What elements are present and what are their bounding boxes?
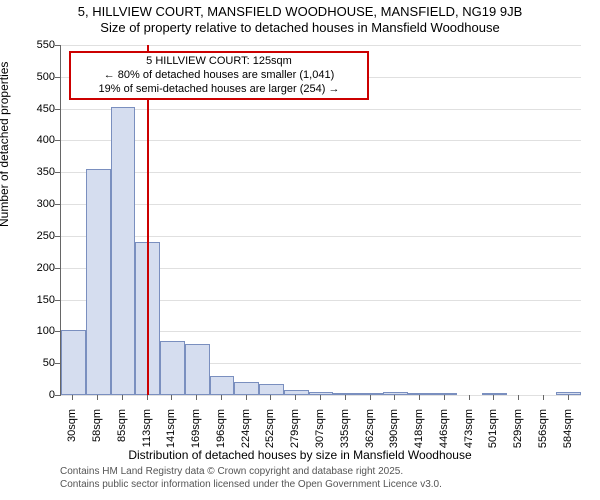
x-tick-mark bbox=[320, 395, 321, 400]
x-tick-mark bbox=[147, 395, 148, 400]
grid-line bbox=[61, 172, 581, 173]
x-tick-mark bbox=[370, 395, 371, 400]
x-tick-mark bbox=[246, 395, 247, 400]
histogram-bar bbox=[185, 344, 210, 395]
y-tick-label: 200 bbox=[15, 262, 55, 274]
x-tick-mark bbox=[72, 395, 73, 400]
y-tick-label: 550 bbox=[15, 39, 55, 51]
y-tick-label: 100 bbox=[15, 325, 55, 337]
annotation-line-2: ← 80% of detached houses are smaller (1,… bbox=[77, 69, 361, 83]
histogram-bar bbox=[259, 384, 284, 395]
grid-line bbox=[61, 395, 581, 396]
histogram-bar bbox=[111, 107, 136, 395]
y-tick-label: 150 bbox=[15, 294, 55, 306]
x-tick-mark bbox=[97, 395, 98, 400]
y-tick-label: 50 bbox=[15, 357, 55, 369]
x-tick-mark bbox=[270, 395, 271, 400]
histogram-bar bbox=[234, 382, 259, 395]
x-tick-mark bbox=[196, 395, 197, 400]
x-tick-mark bbox=[543, 395, 544, 400]
histogram-bar bbox=[210, 376, 235, 395]
x-tick-mark bbox=[122, 395, 123, 400]
x-tick-mark bbox=[295, 395, 296, 400]
x-tick-mark bbox=[493, 395, 494, 400]
y-tick-label: 500 bbox=[15, 71, 55, 83]
histogram-bar bbox=[160, 341, 185, 395]
x-axis-label: Distribution of detached houses by size … bbox=[0, 448, 600, 462]
chart-title-sub: Size of property relative to detached ho… bbox=[0, 20, 600, 35]
y-tick-label: 0 bbox=[15, 389, 55, 401]
y-tick-label: 400 bbox=[15, 134, 55, 146]
footer-line-1: Contains HM Land Registry data © Crown c… bbox=[60, 466, 403, 477]
plot-area: 5 HILLVIEW COURT: 125sqm← 80% of detache… bbox=[60, 45, 581, 396]
x-tick-mark bbox=[419, 395, 420, 400]
y-tick-label: 450 bbox=[15, 103, 55, 115]
grid-line bbox=[61, 109, 581, 110]
chart-title-main: 5, HILLVIEW COURT, MANSFIELD WOODHOUSE, … bbox=[0, 4, 600, 19]
x-tick-mark bbox=[221, 395, 222, 400]
x-tick-mark bbox=[171, 395, 172, 400]
grid-line bbox=[61, 140, 581, 141]
annotation-box: 5 HILLVIEW COURT: 125sqm← 80% of detache… bbox=[69, 51, 369, 100]
grid-line bbox=[61, 45, 581, 46]
x-tick-mark bbox=[394, 395, 395, 400]
x-tick-mark bbox=[444, 395, 445, 400]
y-axis-label: Number of detached properties bbox=[0, 62, 11, 227]
x-tick-mark bbox=[469, 395, 470, 400]
annotation-line-1: 5 HILLVIEW COURT: 125sqm bbox=[77, 55, 361, 69]
histogram-bar bbox=[61, 330, 86, 395]
histogram-bar bbox=[432, 393, 457, 395]
footer-line-2: Contains public sector information licen… bbox=[60, 479, 442, 490]
x-tick-mark bbox=[568, 395, 569, 400]
y-tick-label: 300 bbox=[15, 198, 55, 210]
histogram-bar bbox=[556, 392, 581, 395]
grid-line bbox=[61, 236, 581, 237]
y-tick-label: 250 bbox=[15, 230, 55, 242]
annotation-line-3: 19% of semi-detached houses are larger (… bbox=[77, 83, 361, 97]
x-tick-mark bbox=[345, 395, 346, 400]
histogram-bar bbox=[86, 169, 111, 395]
chart-container: 5, HILLVIEW COURT, MANSFIELD WOODHOUSE, … bbox=[0, 0, 600, 500]
histogram-bar bbox=[358, 393, 383, 395]
x-tick-mark bbox=[518, 395, 519, 400]
y-tick-label: 350 bbox=[15, 166, 55, 178]
histogram-bar bbox=[333, 393, 358, 395]
grid-line bbox=[61, 204, 581, 205]
